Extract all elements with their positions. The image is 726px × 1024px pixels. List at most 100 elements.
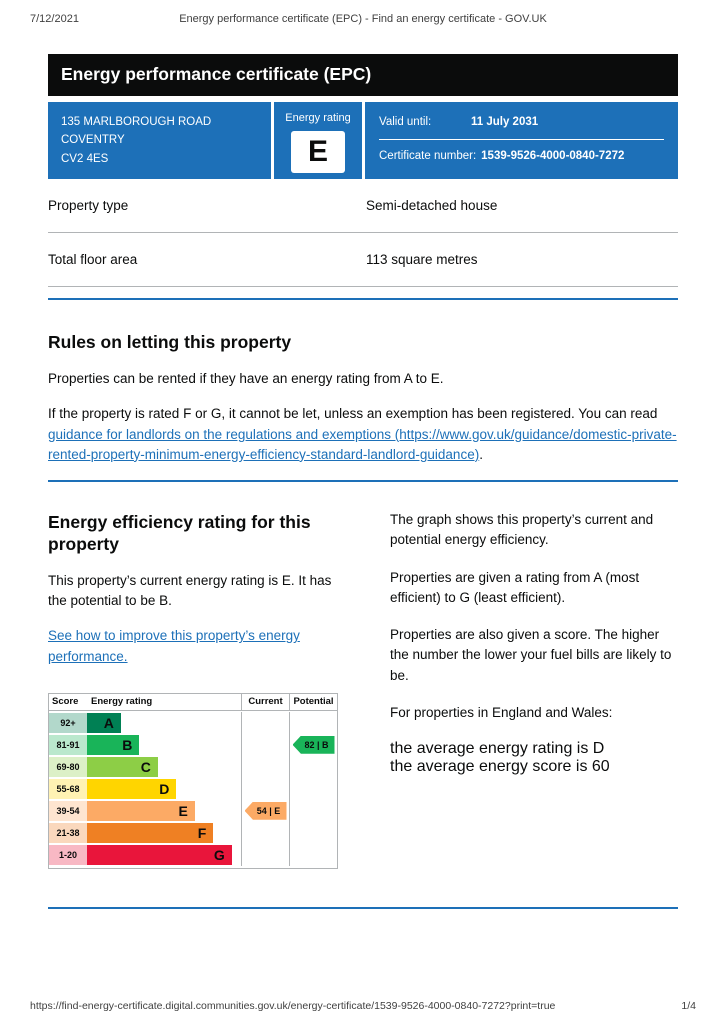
browser-print-header: 7/12/2021 Energy performance certificate…	[0, 0, 726, 28]
potential-column-cell	[289, 777, 337, 800]
potential-column-cell	[289, 799, 337, 822]
certificate-number-row: Certificate number: 1539-9526-4000-0840-…	[379, 140, 664, 162]
chart-column-score: Score	[52, 696, 79, 708]
current-column-cell: 54 | E	[241, 799, 289, 822]
band-score-range: 81-91	[49, 734, 87, 755]
certificate-document: Energy performance certificate (EPC) 135…	[48, 54, 678, 909]
band-bar-b: B	[87, 734, 140, 755]
band-bar-cell: G	[87, 844, 241, 866]
certificate-title: Energy performance certificate (EPC)	[61, 64, 372, 84]
epc-band-row: 55-68 D	[49, 777, 337, 800]
band-bar-cell: E	[87, 800, 241, 822]
certificate-title-banner: Energy performance certificate (EPC)	[48, 54, 678, 96]
band-bar-f: F	[87, 822, 214, 843]
epc-band-row: 21-38 F	[49, 821, 337, 844]
average-rating-line: the average energy rating is D	[390, 740, 605, 758]
chart-column-potential: Potential	[289, 693, 337, 710]
section-divider	[48, 480, 678, 483]
band-bar-c: C	[87, 756, 158, 777]
property-type-label: Property type	[48, 198, 129, 214]
landlord-guidance-link[interactable]: guidance for landlords on the regulation…	[48, 426, 677, 462]
band-score-range: 55-68	[49, 778, 87, 799]
band-bar-d: D	[87, 778, 177, 799]
band-score-range: 21-38	[49, 822, 87, 843]
band-bar-cell: A	[87, 712, 241, 734]
page-number: 1/4	[681, 1000, 696, 1012]
section-divider	[48, 906, 678, 909]
certificate-summary: 135 MARLBOROUGH ROAD COVENTRY CV2 4ES En…	[48, 102, 678, 180]
epc-band-row: 81-91 B 82 | B	[49, 733, 337, 756]
property-address-box: 135 MARLBOROUGH ROAD COVENTRY CV2 4ES	[48, 102, 271, 180]
energy-rating-label: Energy rating	[285, 112, 351, 124]
epc-band-row: 39-54 E 54 | E	[49, 799, 337, 822]
band-bar-a: A	[87, 712, 121, 733]
rules-paragraph-1: Properties can be rented if they have an…	[48, 371, 444, 387]
energy-rating-letter: E	[291, 131, 345, 173]
valid-until-label: Valid until:	[379, 116, 432, 128]
band-bar-cell: B	[87, 734, 241, 756]
band-bar-cell: F	[87, 822, 241, 844]
band-letter: E	[178, 802, 188, 819]
energy-efficiency-section: Energy efficiency rating for this proper…	[48, 510, 678, 869]
rules-paragraph-2-text: If the property is rated F or G, it cann…	[48, 406, 658, 422]
band-bar-cell: C	[87, 756, 241, 778]
chart-column-current: Current	[241, 693, 289, 710]
band-letter: B	[122, 736, 133, 753]
potential-column-cell	[289, 821, 337, 844]
band-letter: C	[140, 758, 151, 775]
validity-box: Valid until: 11 July 2031 Certificate nu…	[365, 102, 678, 180]
band-letter: F	[197, 824, 207, 841]
address-line-1: 135 MARLBOROUGH ROAD	[61, 116, 212, 128]
average-score-line: the average energy score is 60	[390, 758, 610, 776]
band-score-range: 69-80	[49, 756, 87, 777]
certificate-number: 1539-9526-4000-0840-7272	[481, 150, 625, 162]
band-bar-e: E	[87, 800, 195, 821]
address-line-2: COVENTRY	[61, 134, 125, 147]
valid-until-row: Valid until: 11 July 2031	[379, 112, 664, 140]
browser-print-footer: https://find-energy-certificate.digital.…	[0, 1000, 726, 1012]
floor-area-label: Total floor area	[48, 252, 138, 268]
certificate-number-label: Certificate number:	[379, 150, 477, 162]
explainer-paragraph-4: For properties in England and Wales:	[390, 704, 613, 720]
band-bar-cell: D	[87, 778, 241, 800]
current-column-cell	[241, 843, 289, 866]
potential-column-cell	[289, 755, 337, 778]
property-details-table: Property type Semi-detached house Total …	[48, 179, 678, 288]
band-letter: D	[159, 780, 170, 797]
current-column-cell	[241, 777, 289, 800]
section-divider	[48, 298, 678, 301]
band-score-range: 39-54	[49, 800, 87, 821]
print-url: https://find-energy-certificate.digital.…	[30, 1000, 556, 1012]
floor-area-value: 113 square metres	[366, 252, 478, 268]
rules-paragraph-2: If the property is rated F or G, it cann…	[48, 404, 678, 465]
epc-chart-body: 92+ A 81-91 B 82 | B 69-80 C 55-68 D 39-54 E 54 | E…	[49, 711, 337, 868]
table-row: Total floor area 113 square metres	[48, 233, 678, 288]
current-column-cell	[241, 755, 289, 778]
potential-column-cell	[289, 711, 337, 734]
improve-performance-link[interactable]: See how to improve this property’s energ…	[48, 628, 300, 664]
address-line-3: CV2 4ES	[61, 152, 109, 165]
property-type-value: Semi-detached house	[366, 198, 498, 214]
print-date: 7/12/2021	[30, 13, 79, 25]
energy-rating-box: Energy rating E	[274, 102, 362, 180]
valid-until-date: 11 July 2031	[471, 116, 539, 128]
chart-column-energy-rating: Energy rating	[91, 696, 153, 708]
rules-heading: Rules on letting this property	[48, 332, 292, 353]
epc-band-row: 1-20 G	[49, 843, 337, 866]
band-letter: A	[103, 714, 114, 731]
current-column-cell	[241, 733, 289, 756]
band-bar-g: G	[87, 844, 232, 865]
print-page-title: Energy performance certificate (EPC) - F…	[179, 13, 547, 25]
rating-section-heading: Energy efficiency rating for this proper…	[48, 512, 311, 554]
current-rating-arrow: 54 | E	[244, 801, 287, 820]
potential-column-cell	[289, 843, 337, 866]
current-column-cell	[241, 711, 289, 734]
band-score-range: 92+	[49, 712, 87, 733]
potential-rating-arrow: 82 | B	[292, 735, 335, 754]
current-column-cell	[241, 821, 289, 844]
explainer-paragraph-2: Properties are given a rating from A (mo…	[390, 569, 640, 605]
epc-band-row: 69-80 C	[49, 755, 337, 778]
band-score-range: 1-20	[49, 844, 87, 865]
band-letter: G	[213, 846, 225, 863]
epc-rating-chart: Score Energy rating Current Potential 92…	[48, 692, 338, 869]
